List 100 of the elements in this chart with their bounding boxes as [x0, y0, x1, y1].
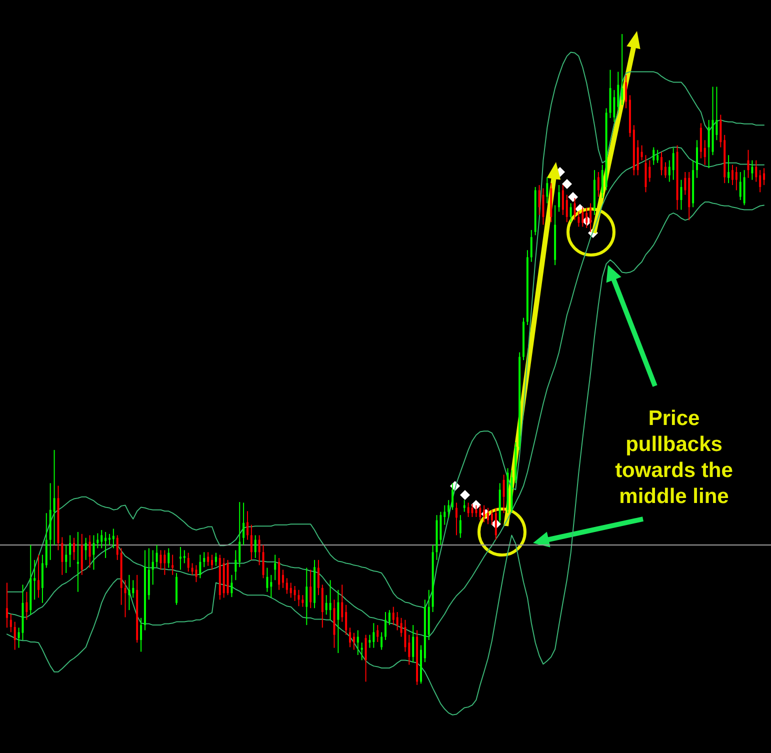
candlestick: [652, 146, 655, 166]
candlestick: [6, 582, 8, 628]
candlestick: [76, 531, 79, 592]
candlestick: [282, 569, 284, 588]
candlestick: [352, 632, 355, 650]
candlestick: [490, 509, 493, 526]
candlestick: [542, 188, 544, 226]
candlestick: [203, 552, 206, 568]
candlestick: [364, 634, 367, 682]
candlestick: [448, 500, 450, 518]
candlestick: [164, 550, 166, 576]
candlestick: [270, 574, 272, 598]
candlestick: [14, 621, 16, 650]
candlestick: [128, 574, 130, 611]
candlestick: [274, 554, 276, 581]
candlestick: [483, 504, 486, 523]
candlestick: [648, 160, 651, 182]
candlestick: [412, 624, 414, 663]
candlestick: [704, 140, 706, 166]
candlestick: [747, 149, 750, 178]
candlestick: [262, 544, 264, 579]
candlestick: [475, 504, 478, 518]
candlestick: [597, 172, 600, 198]
annotation: Price pullbacks towards the middle line: [614, 406, 734, 510]
candlestick: [684, 172, 686, 196]
candlestick: [104, 531, 107, 559]
candlestick: [562, 184, 564, 216]
candlestick: [463, 500, 466, 512]
candlestick: [502, 474, 505, 514]
candlestick: [574, 198, 576, 221]
candlestick: [258, 534, 260, 566]
candlestick: [179, 546, 182, 570]
candlestick: [728, 154, 730, 184]
candlestick: [156, 544, 158, 568]
candlestick: [392, 606, 394, 626]
candlestick: [751, 160, 754, 180]
candlestick: [108, 533, 110, 546]
candlestick: [286, 578, 288, 594]
candlestick: [61, 536, 64, 576]
candlestick: [380, 632, 383, 650]
candlestick: [640, 144, 643, 161]
candlestick: [680, 179, 682, 210]
candlestick: [172, 554, 174, 576]
candlestick: [546, 176, 548, 204]
candlestick: [356, 630, 359, 656]
candlestick: [459, 514, 462, 538]
candlestick: [368, 634, 371, 648]
candlestick: [696, 140, 698, 178]
candlestick: [672, 147, 674, 180]
candlestick: [388, 610, 390, 626]
candlestick: [708, 119, 710, 169]
candlestick: [578, 211, 580, 228]
candlestick: [294, 585, 296, 602]
candlestick: [112, 528, 114, 549]
candlestick: [168, 548, 170, 568]
candlestick: [250, 524, 252, 560]
candlestick: [360, 642, 363, 661]
candlestick: [582, 206, 584, 228]
candlestick: [140, 617, 142, 652]
candlestick: [530, 229, 532, 262]
candlestick: [384, 612, 386, 641]
candlestick: [660, 151, 663, 176]
candlestick: [238, 502, 241, 568]
candlestick: [214, 552, 217, 566]
candlestick: [404, 619, 406, 652]
candlestick: [613, 90, 616, 122]
candlestick: [621, 34, 624, 106]
candlestick: [191, 562, 194, 576]
candlestick: [566, 194, 568, 223]
candlestick: [735, 166, 738, 191]
candlestick: [337, 589, 340, 654]
candlestick: [92, 534, 95, 570]
candlestick: [376, 624, 379, 642]
candlestick: [160, 550, 162, 570]
candlestick: [211, 554, 214, 570]
candlestick: [234, 550, 237, 581]
candlestick: [183, 550, 186, 564]
candlestick: [664, 162, 666, 178]
candlestick: [739, 172, 742, 201]
candlestick: [586, 207, 588, 229]
candlestick: [246, 510, 248, 540]
candlestick: [590, 202, 592, 232]
candlestick: [601, 164, 604, 199]
candlestick: [302, 594, 304, 608]
candlestick: [325, 594, 328, 616]
candlestick: [656, 149, 659, 164]
candlestick: [755, 160, 758, 182]
candlestick: [132, 580, 134, 598]
candlestick: [372, 622, 375, 648]
candlestick: [329, 580, 332, 620]
candlestick: [84, 537, 87, 560]
candlestick: [254, 534, 256, 559]
candlestick: [558, 184, 560, 212]
candlestick: [636, 140, 639, 176]
candlestick: [290, 582, 292, 598]
candlestick: [452, 482, 454, 510]
candlestick: [345, 604, 348, 636]
candlestick: [53, 449, 56, 546]
candlestick: [455, 502, 458, 536]
candlestick: [763, 168, 766, 186]
